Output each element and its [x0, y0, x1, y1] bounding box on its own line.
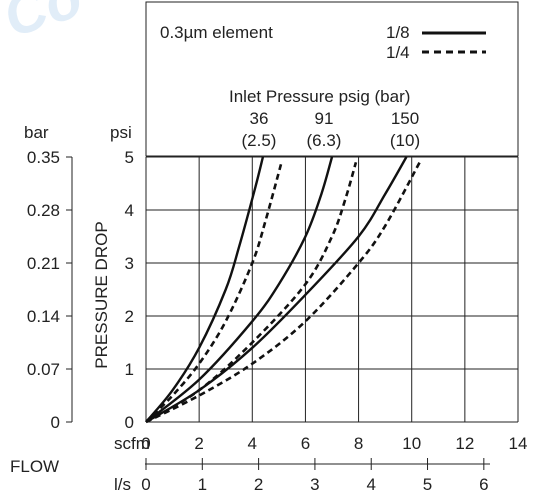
series-line-2 — [145, 156, 334, 423]
legend-label-1-4: 1/4 — [386, 43, 410, 62]
series-line-0 — [145, 156, 265, 423]
curves — [145, 156, 421, 424]
y2-tick-label-5: 0.35 — [27, 148, 60, 167]
y2-tick-label-4: 0.28 — [27, 201, 60, 220]
series-line-1 — [145, 161, 283, 423]
x-tick-label-12: 12 — [455, 434, 474, 453]
x-tick-label-2: 2 — [194, 434, 203, 453]
x2-tick-label-6: 6 — [479, 475, 488, 494]
inlet-150-psig: 150 — [391, 109, 419, 128]
x-tick-label-8: 8 — [354, 434, 363, 453]
x2-tick-label-1: 1 — [198, 475, 207, 494]
x2-tick-label-2: 2 — [254, 475, 263, 494]
y-tick-label-1: 1 — [125, 360, 134, 379]
inlet-36-bar: (2.5) — [242, 131, 277, 150]
legend-label-1-8: 1/8 — [386, 23, 410, 42]
y2-tick-label-1: 0.07 — [27, 360, 60, 379]
grid — [145, 156, 519, 423]
y-tick-label-2: 2 — [125, 307, 134, 326]
x2-tick-label-3: 3 — [310, 475, 319, 494]
x2-tick-label-4: 4 — [366, 475, 375, 494]
inlet-150-bar: (10) — [390, 131, 420, 150]
x2-tick-label-5: 5 — [423, 475, 432, 494]
watermark: Co — [0, 0, 90, 50]
x-tick-label-10: 10 — [402, 434, 421, 453]
x-tick-label-14: 14 — [509, 434, 528, 453]
x2-unit-label: l/s — [114, 475, 131, 494]
x-tick-label-6: 6 — [301, 434, 310, 453]
inlet-91-bar: (6.3) — [307, 131, 342, 150]
x-axis-title: FLOW — [10, 457, 59, 476]
y-tick-label-4: 4 — [125, 201, 134, 220]
y2-tick-label-0: 0 — [51, 413, 60, 432]
y2-tick-label-2: 0.14 — [27, 307, 60, 326]
y2-tick-label-3: 0.21 — [27, 254, 60, 273]
x-tick-label-0: 0 — [141, 434, 150, 453]
y-axis-title: PRESSURE DROP — [92, 221, 111, 368]
y-unit-label: psi — [110, 123, 132, 142]
y-tick-label-5: 5 — [125, 148, 134, 167]
series-line-5 — [145, 161, 421, 424]
x2-tick-label-0: 0 — [141, 475, 150, 494]
x-unit-label: scfm — [114, 434, 150, 453]
y-tick-label-3: 3 — [125, 254, 134, 273]
inlet-36-psig: 36 — [250, 109, 269, 128]
series-line-4 — [145, 156, 408, 424]
chart-frame — [145, 1, 519, 157]
chart-title: 0.3µm element — [160, 23, 273, 42]
y-tick-label-0: 0 — [125, 413, 134, 432]
x-tick-label-4: 4 — [248, 434, 257, 453]
y2-unit-label: bar — [24, 123, 49, 142]
inlet-91-psig: 91 — [315, 109, 334, 128]
inlet-pressure-heading: Inlet Pressure psig (bar) — [229, 87, 410, 106]
